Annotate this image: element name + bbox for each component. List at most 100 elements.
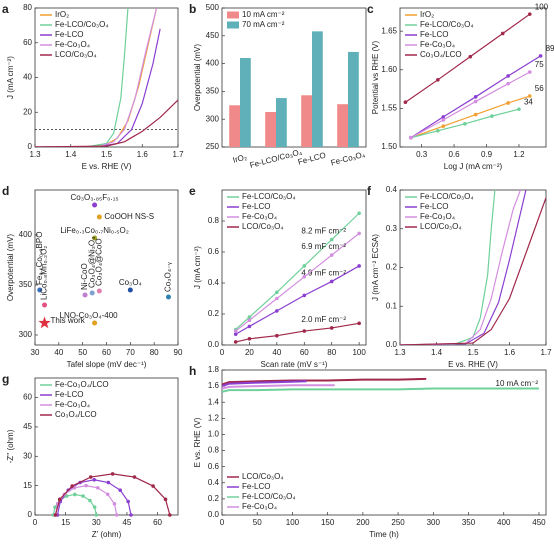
series-line: [54, 485, 118, 515]
marker: [92, 505, 97, 509]
x-tick-label: 40: [54, 348, 63, 357]
point: [165, 294, 171, 300]
y-tick-label: 0.8: [208, 216, 220, 225]
point-label: Co₃O₄: [119, 278, 142, 287]
bar: [348, 51, 359, 148]
marker: [106, 480, 111, 485]
point-label: LiCo₀.₈Mn₀.₂O₂: [40, 246, 49, 300]
x-tick-label: 450: [532, 518, 546, 527]
x-tick-label: 1.6: [504, 348, 516, 357]
series-line: [235, 212, 360, 330]
marker: [114, 513, 119, 517]
marker: [275, 309, 279, 313]
series-line: [400, 197, 546, 345]
y-tick-label: 1.60: [381, 65, 397, 74]
marker: [112, 502, 117, 506]
x-tick-label: 100: [286, 518, 300, 527]
x-tick-label: 1.3: [29, 150, 41, 159]
x-tick-label: 0.9: [481, 150, 493, 159]
slope-label: 34: [524, 97, 533, 106]
panel-label: d: [2, 184, 9, 198]
legend-label: Fe-Co₃O₄: [420, 40, 455, 49]
legend-label: Fe-Co₃O₄: [242, 212, 277, 221]
y-axis-label: Overpotential (mV): [193, 44, 202, 111]
marker: [129, 513, 133, 517]
panel-label: b: [189, 2, 196, 16]
marker: [81, 494, 85, 498]
y-tick-label: 1.65: [381, 26, 397, 35]
marker: [506, 101, 510, 105]
y-tick-label: 0.2: [386, 263, 398, 272]
marker: [506, 74, 510, 78]
series-line: [410, 95, 530, 139]
annotation: 10 mA cm⁻²: [496, 379, 539, 388]
x-tick-label: 50: [253, 518, 262, 527]
series-line: [235, 232, 360, 332]
series-line: [222, 380, 307, 388]
marker: [500, 31, 505, 36]
capacitance-label: 8.2 mF cm⁻²: [301, 227, 346, 236]
marker: [84, 483, 88, 488]
legend-label: Fe-LCO/Co₃O₄: [242, 492, 296, 501]
marker: [357, 321, 361, 326]
x-axis-label: E vs. RHE (V): [82, 162, 132, 171]
plot-frame: [399, 7, 547, 148]
panel-label: f: [367, 184, 372, 198]
marker: [527, 70, 532, 74]
bar: [276, 98, 287, 147]
series-line: [35, 28, 161, 147]
y-tick-label: 1.8: [208, 365, 220, 374]
marker: [329, 253, 334, 257]
y-tick-label: 40: [23, 73, 32, 82]
marker: [233, 340, 238, 344]
panel-label: a: [2, 2, 9, 16]
y-tick-label: 0.4: [208, 278, 220, 287]
point: [92, 320, 98, 326]
panel-label: e: [189, 184, 196, 198]
x-tick-label: 40: [272, 348, 281, 357]
marker: [302, 293, 307, 298]
point-label: Co₃O₃.₈₅F₀.₁₅: [71, 193, 119, 202]
series-line: [235, 322, 360, 343]
bar: [265, 111, 276, 147]
marker: [151, 484, 155, 488]
point: [82, 292, 88, 298]
point: [92, 235, 98, 241]
x-tick-label: 400: [497, 518, 511, 527]
y-tick-label: 60: [23, 393, 32, 402]
y-tick-label: 0.1: [386, 301, 398, 310]
marker: [473, 99, 478, 104]
point: [37, 287, 43, 293]
x-tick-label: 1.7: [540, 348, 552, 357]
y-tick-label: 60: [23, 38, 32, 47]
marker: [468, 54, 473, 59]
slope-label: 100: [535, 2, 549, 11]
marker: [517, 107, 521, 111]
y-tick-label: 1.4: [208, 397, 220, 406]
point: [42, 302, 48, 308]
marker: [357, 231, 361, 236]
panel-label: c: [367, 2, 374, 16]
x-axis-label: Z' (ohm): [92, 530, 122, 539]
marker: [403, 100, 408, 105]
x-tick-label: 1.4: [65, 150, 77, 159]
x-tick-label: 60: [102, 348, 111, 357]
y-tick-label: 400: [19, 230, 33, 239]
plot-frame: [221, 7, 367, 148]
y-tick-label: 0.8: [208, 446, 220, 455]
y-axis-label: J (mA cm⁻²): [6, 56, 15, 99]
x-tick-label: 0.3: [416, 150, 428, 159]
point: [96, 288, 102, 294]
y-tick-label: 15: [23, 481, 32, 490]
marker: [70, 484, 74, 488]
series-line: [410, 71, 531, 139]
marker: [473, 95, 478, 99]
point-label: LiFe₀.₃Co₀.₇Ni₀.₅O₂: [60, 226, 129, 235]
legend-label: LCO/Co₃O₄: [242, 472, 284, 481]
marker: [302, 329, 307, 333]
x-tick-label: 60: [153, 518, 162, 527]
legend-label: Co₃O₄/LCO: [420, 50, 462, 59]
point-label: Co₃O₄@Ni₃O₄: [87, 237, 96, 288]
legend-label: Fe-Co₃O₄: [420, 212, 455, 221]
x-tick-label: 70: [126, 348, 135, 357]
